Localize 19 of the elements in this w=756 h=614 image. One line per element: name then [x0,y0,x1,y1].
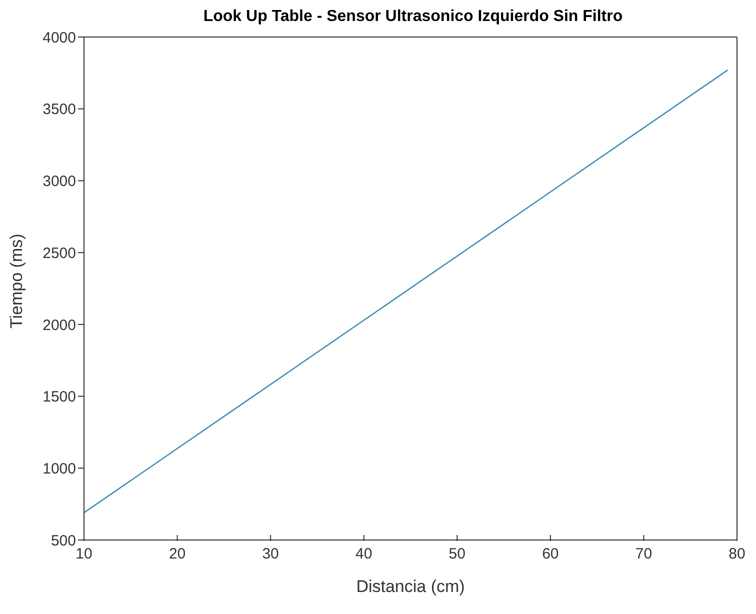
y-tick-label: 2000 [42,316,76,334]
y-tick-label: 1000 [42,460,76,478]
y-tick-label: 500 [50,532,76,550]
chart-title: Look Up Table - Sensor Ultrasonico Izquierdo Sin Filtro [202,8,624,27]
x-tick-label: 20 [168,546,186,563]
y-tick-label: 3500 [42,101,76,118]
x-tick-label: 70 [635,546,652,563]
y-tick-label: 1500 [42,388,76,406]
x-tick-label: 50 [448,546,466,563]
y-tick-label: 4000 [42,29,76,46]
x-tick-label: 80 [728,546,746,563]
y-axis-title: Tiempo (ms) [7,234,26,328]
y-tick-label: 3000 [42,173,76,190]
x-tick-label: 40 [356,546,372,563]
x-axis-title: Distancia (cm) [356,577,465,596]
x-tick-label: 30 [262,546,279,563]
x-tick-label: 60 [542,546,559,563]
y-tick-label: 2500 [42,244,76,262]
x-tick-label: 10 [76,546,92,563]
